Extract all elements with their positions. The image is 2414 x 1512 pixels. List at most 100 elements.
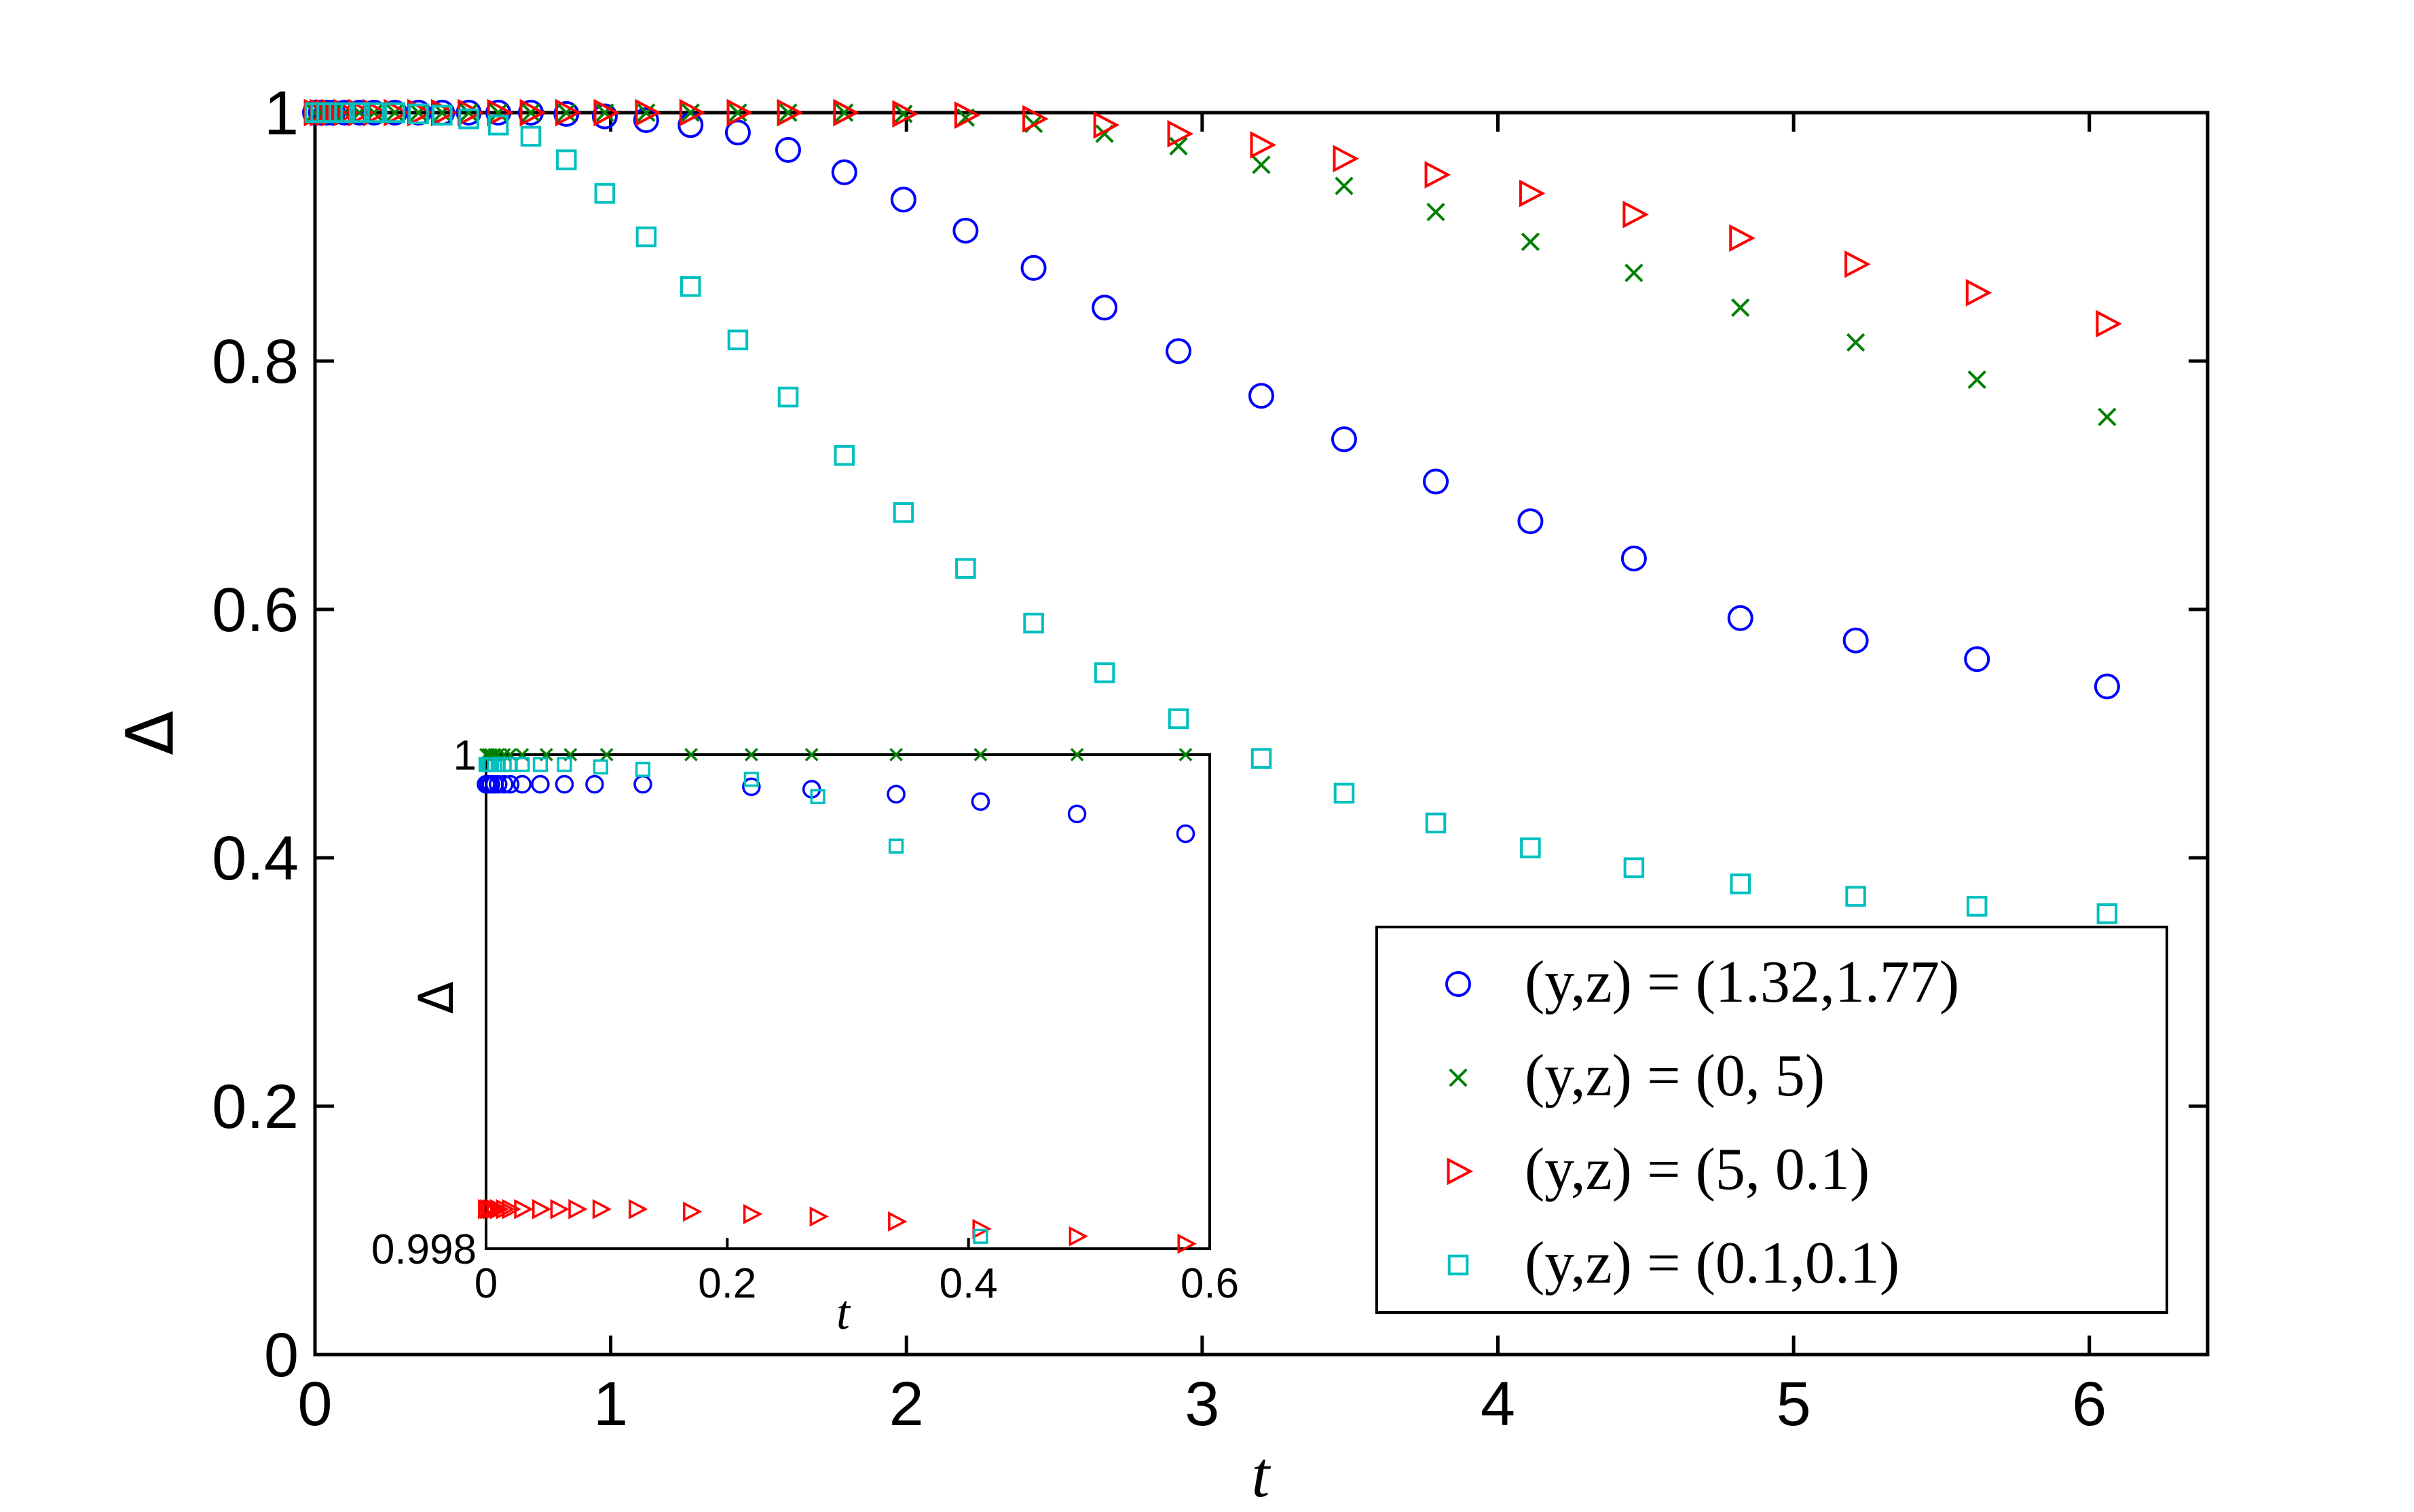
inset-data-point [888,838,904,854]
main-data-point [521,103,540,122]
main-data-point [1335,176,1354,195]
main-data-point [831,159,857,185]
main-data-point [1248,383,1274,409]
main-data-point [1730,873,1751,894]
main-data-point [681,103,700,122]
inset-data-point [684,748,698,761]
main-data-point [1517,508,1544,535]
main-data-point [1622,200,1650,229]
main-data-point [635,226,657,248]
inset-x-tick-label: 0.4 [940,1260,998,1307]
main-y-tick-label: 0.8 [212,327,299,396]
main-data-point [489,103,508,122]
inset-data-point [532,1198,552,1220]
inset-chart: 0 0.2 0.4 0.6 0.998 1 t Δ [371,732,1239,1340]
main-x-tick-label: 6 [2072,1369,2106,1439]
inset-data-point [744,748,758,761]
main-data-point [593,98,620,127]
main-data-point [1967,370,1986,390]
main-data-point [728,103,747,122]
inset-data-point [683,1201,703,1222]
inset-series-1 [477,774,1195,844]
legend-marker-series-3 [1447,1157,1474,1186]
inset-x-tick-label: 0 [475,1260,498,1307]
inset-data-point [635,761,651,777]
inset-tick-labels: 0 0.2 0.4 0.6 0.998 1 [371,732,1239,1307]
legend-marker-series-1 [1445,971,1471,997]
inset-data-point [500,774,520,794]
main-data-point [1426,202,1445,222]
main-data-point [2098,407,2117,427]
main-data-point [834,445,855,466]
main-data-point [775,136,801,163]
main-data-point [458,108,479,130]
main-data-point [1521,232,1540,251]
main-data-point [1844,250,1871,278]
main-data-point [955,558,976,579]
main-data-point [1169,136,1188,156]
main-y-axis-label: Δ [112,711,188,755]
main-y-tick-label: 0 [264,1321,299,1390]
main-data-point [894,105,913,124]
main-data-point [779,103,798,122]
main-series-4 [304,102,2118,924]
main-data-point [1729,224,1756,252]
main-data-point [680,276,701,297]
main-data-point [727,329,749,351]
main-data-point [777,98,804,127]
main-data-point [1846,333,1865,352]
main-data-point [835,103,854,122]
main-data-point [1168,708,1189,730]
legend-marker-series-2 [1449,1068,1468,1087]
main-data-point [633,107,659,133]
main-x-tick-label: 0 [297,1369,332,1439]
main-data-point [1520,837,1541,858]
inset-data-point [973,748,988,761]
inset-data-point [532,757,549,772]
inset-data-point [515,757,530,772]
legend-markers [1445,971,1474,1276]
main-x-tick-label: 2 [889,1369,924,1439]
inset-data-point [550,1198,570,1220]
inset-data-point [502,1198,521,1220]
main-x-tick-label: 3 [1185,1369,1219,1439]
main-data-point [1093,111,1120,139]
inset-data-point [887,785,906,804]
main-data-point [1519,179,1546,208]
inset-plot-frame [485,753,1211,1250]
main-data-point [1020,254,1047,281]
inset-data-point [743,1204,763,1224]
main-data-point [1727,605,1753,631]
main-data-point [637,103,656,122]
main-data-point [679,98,706,127]
inset-data-point [809,1206,829,1227]
inset-data-point [1067,804,1087,824]
main-data-point [519,98,546,127]
main-data-point [1333,782,1355,804]
main-data-point [1252,155,1271,174]
main-data-point [1423,468,1449,495]
inset-data-point [496,1198,516,1220]
inset-data-point [486,1198,506,1220]
inset-data-point [889,748,903,761]
main-data-point [322,102,343,124]
inset-data-point [585,774,604,794]
inset-data-point [973,1228,988,1244]
inset-data-point [888,1211,908,1232]
main-data-point [1624,263,1644,282]
main-data-point [1731,298,1750,317]
main-data-point [952,217,979,244]
main-data-point [556,149,577,170]
main-data-point [833,98,859,127]
inset-series-4 [478,757,988,1244]
inset-data-point [742,777,761,797]
main-data-point [334,102,355,124]
main-data-point [1250,131,1277,159]
legend-label-series-1: (y,z) = (1.32,1.77) [1525,949,1959,1015]
main-data-point [890,187,916,213]
main-data-point [2096,903,2118,924]
main-data-point [555,98,582,127]
inset-data-point [743,772,759,787]
inset-data-point [1069,1226,1088,1247]
legend-label-series-3: (y,z) = (5, 0.1) [1525,1137,1870,1203]
